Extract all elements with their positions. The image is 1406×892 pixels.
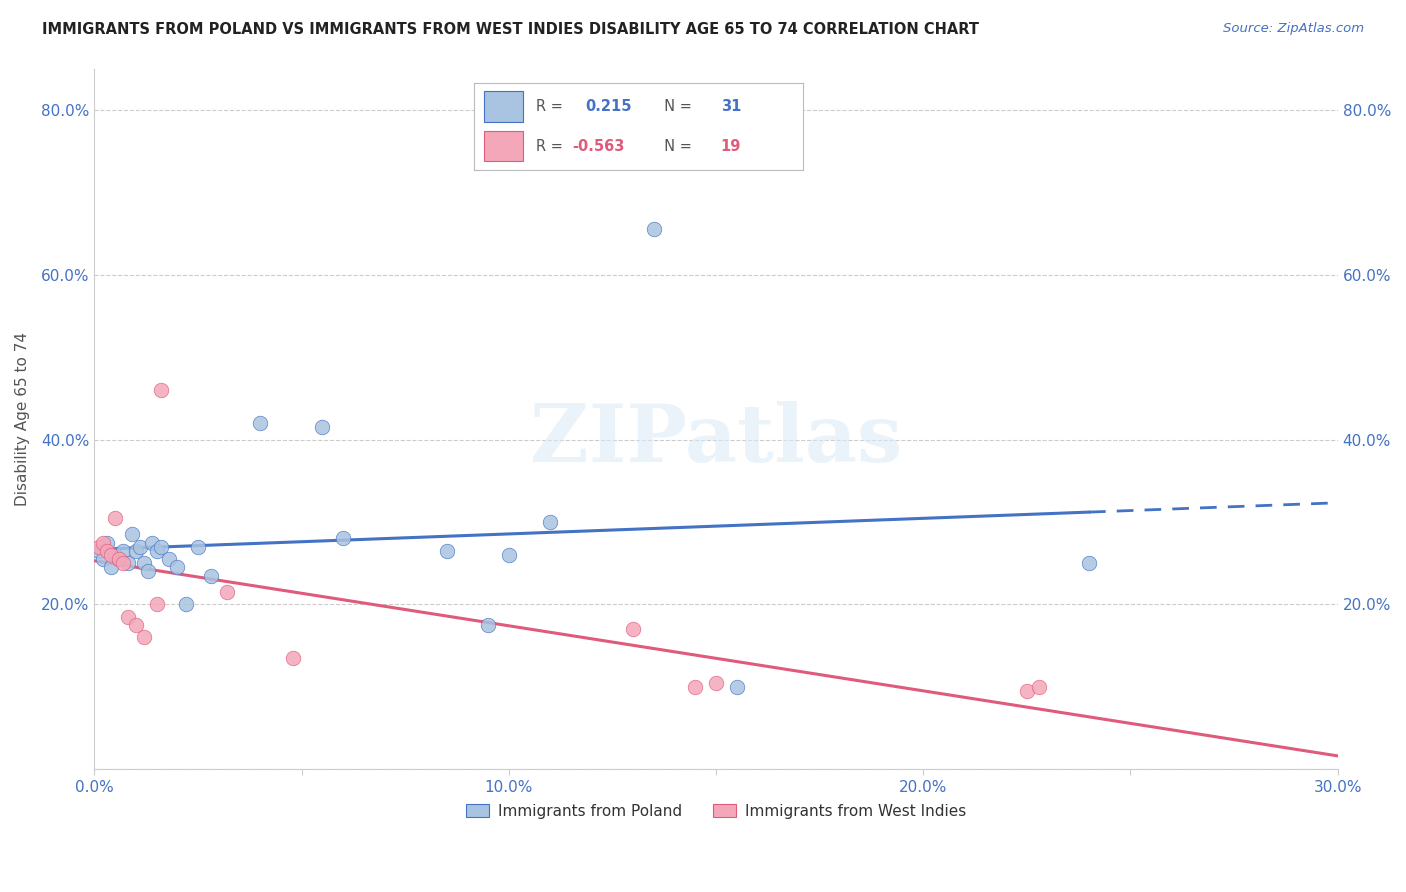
Point bbox=[436, 544, 458, 558]
Point bbox=[145, 598, 167, 612]
Point bbox=[121, 527, 143, 541]
Text: Source: ZipAtlas.com: Source: ZipAtlas.com bbox=[1223, 22, 1364, 36]
Point bbox=[249, 416, 271, 430]
Point bbox=[725, 680, 748, 694]
Point bbox=[125, 544, 148, 558]
Point bbox=[96, 544, 118, 558]
Point bbox=[149, 540, 172, 554]
Point bbox=[174, 598, 197, 612]
Point bbox=[96, 535, 118, 549]
Point bbox=[104, 548, 127, 562]
Point bbox=[125, 618, 148, 632]
Point bbox=[200, 568, 222, 582]
Y-axis label: Disability Age 65 to 74: Disability Age 65 to 74 bbox=[15, 332, 30, 506]
Point bbox=[104, 511, 127, 525]
Point bbox=[91, 552, 114, 566]
Legend: Immigrants from Poland, Immigrants from West Indies: Immigrants from Poland, Immigrants from … bbox=[460, 797, 972, 825]
Point bbox=[91, 535, 114, 549]
Point bbox=[145, 544, 167, 558]
Point bbox=[538, 515, 561, 529]
Point bbox=[1028, 680, 1050, 694]
Point bbox=[100, 560, 122, 574]
Point bbox=[157, 552, 180, 566]
Point bbox=[108, 552, 131, 566]
Point bbox=[685, 680, 707, 694]
Point bbox=[187, 540, 209, 554]
Point bbox=[87, 540, 110, 554]
Point bbox=[1015, 684, 1038, 698]
Point bbox=[141, 535, 163, 549]
Point bbox=[100, 548, 122, 562]
Point bbox=[283, 651, 305, 665]
Point bbox=[112, 556, 135, 570]
Point bbox=[129, 540, 152, 554]
Point bbox=[87, 544, 110, 558]
Point bbox=[149, 383, 172, 397]
Point bbox=[1078, 556, 1101, 570]
Point bbox=[217, 585, 239, 599]
Point bbox=[643, 222, 665, 236]
Point bbox=[117, 556, 139, 570]
Point bbox=[166, 560, 188, 574]
Point bbox=[134, 631, 156, 645]
Point bbox=[704, 675, 727, 690]
Point bbox=[332, 532, 354, 546]
Point bbox=[138, 565, 160, 579]
Text: ZIPatlas: ZIPatlas bbox=[530, 401, 903, 479]
Text: IMMIGRANTS FROM POLAND VS IMMIGRANTS FROM WEST INDIES DISABILITY AGE 65 TO 74 CO: IMMIGRANTS FROM POLAND VS IMMIGRANTS FRO… bbox=[42, 22, 979, 37]
Point bbox=[311, 420, 333, 434]
Point bbox=[108, 552, 131, 566]
Point bbox=[477, 618, 499, 632]
Point bbox=[112, 544, 135, 558]
Point bbox=[134, 556, 156, 570]
Point bbox=[117, 609, 139, 624]
Point bbox=[498, 548, 520, 562]
Point bbox=[621, 622, 644, 636]
